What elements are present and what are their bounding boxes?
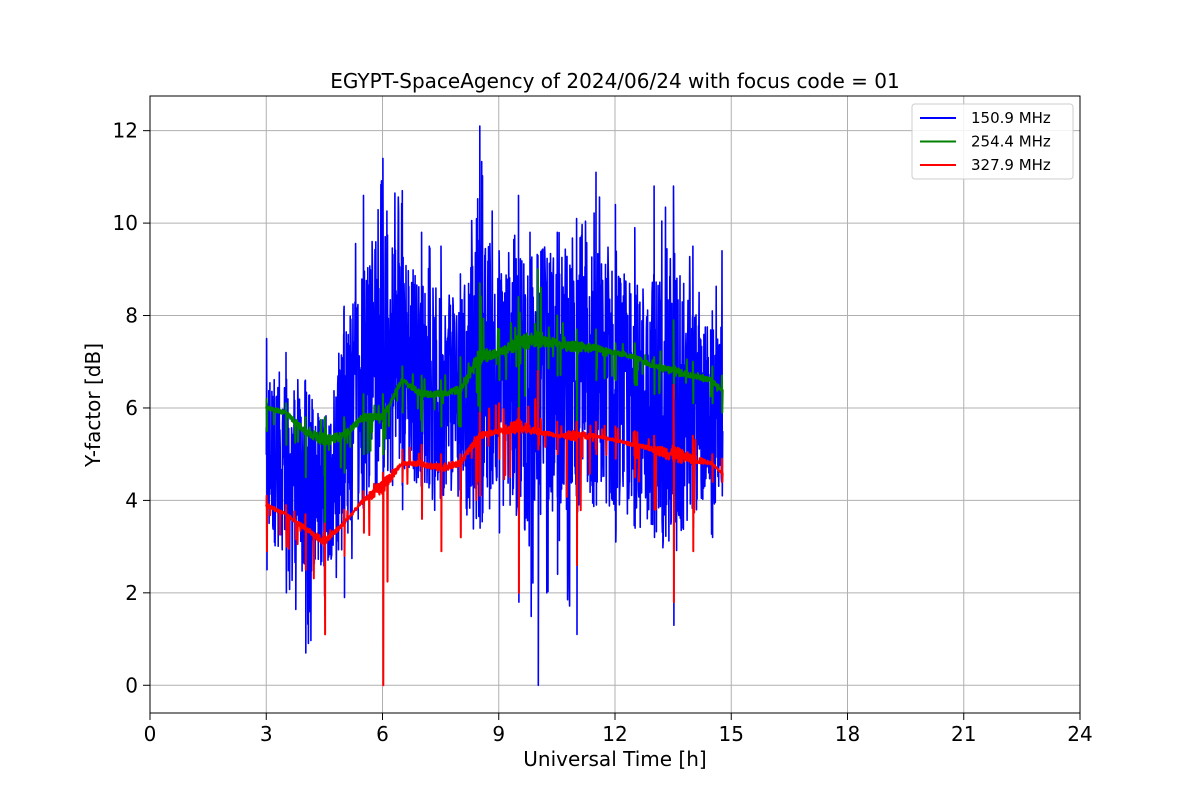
- y-tick-label: 8: [125, 304, 138, 328]
- y-axis-label: Y-factor [dB]: [81, 343, 105, 468]
- x-tick-label: 18: [835, 722, 860, 746]
- x-axis-label: Universal Time [h]: [523, 747, 706, 771]
- x-tick-label: 24: [1067, 722, 1092, 746]
- y-tick-label: 4: [125, 488, 138, 512]
- y-tick-label: 2: [125, 581, 138, 605]
- legend-label: 327.9 MHz: [971, 156, 1051, 174]
- y-tick-label: 12: [113, 119, 138, 143]
- x-tick-label: 21: [951, 722, 976, 746]
- series-layer: [265, 125, 724, 687]
- y-tick-label: 6: [125, 396, 138, 420]
- y-tick-label: 10: [113, 211, 138, 235]
- series-line-0: [265, 125, 724, 687]
- x-tick-label: 15: [719, 722, 744, 746]
- series-line-1: [265, 268, 724, 525]
- legend-label: 150.9 MHz: [971, 109, 1051, 127]
- series-line-2: [265, 370, 724, 687]
- x-tick-label: 9: [492, 722, 505, 746]
- legend: 150.9 MHz 254.4 MHz 327.9 MHz: [911, 103, 1074, 180]
- legend-box: [911, 103, 1074, 180]
- x-tick-label: 12: [602, 722, 627, 746]
- x-tick-label: 0: [144, 722, 157, 746]
- chart-title: EGYPT-SpaceAgency of 2024/06/24 with foc…: [330, 69, 899, 93]
- y-tick-label: 0: [125, 673, 138, 697]
- legend-label: 254.4 MHz: [971, 133, 1051, 151]
- x-tick-label: 3: [260, 722, 273, 746]
- x-tick-label: 6: [376, 722, 389, 746]
